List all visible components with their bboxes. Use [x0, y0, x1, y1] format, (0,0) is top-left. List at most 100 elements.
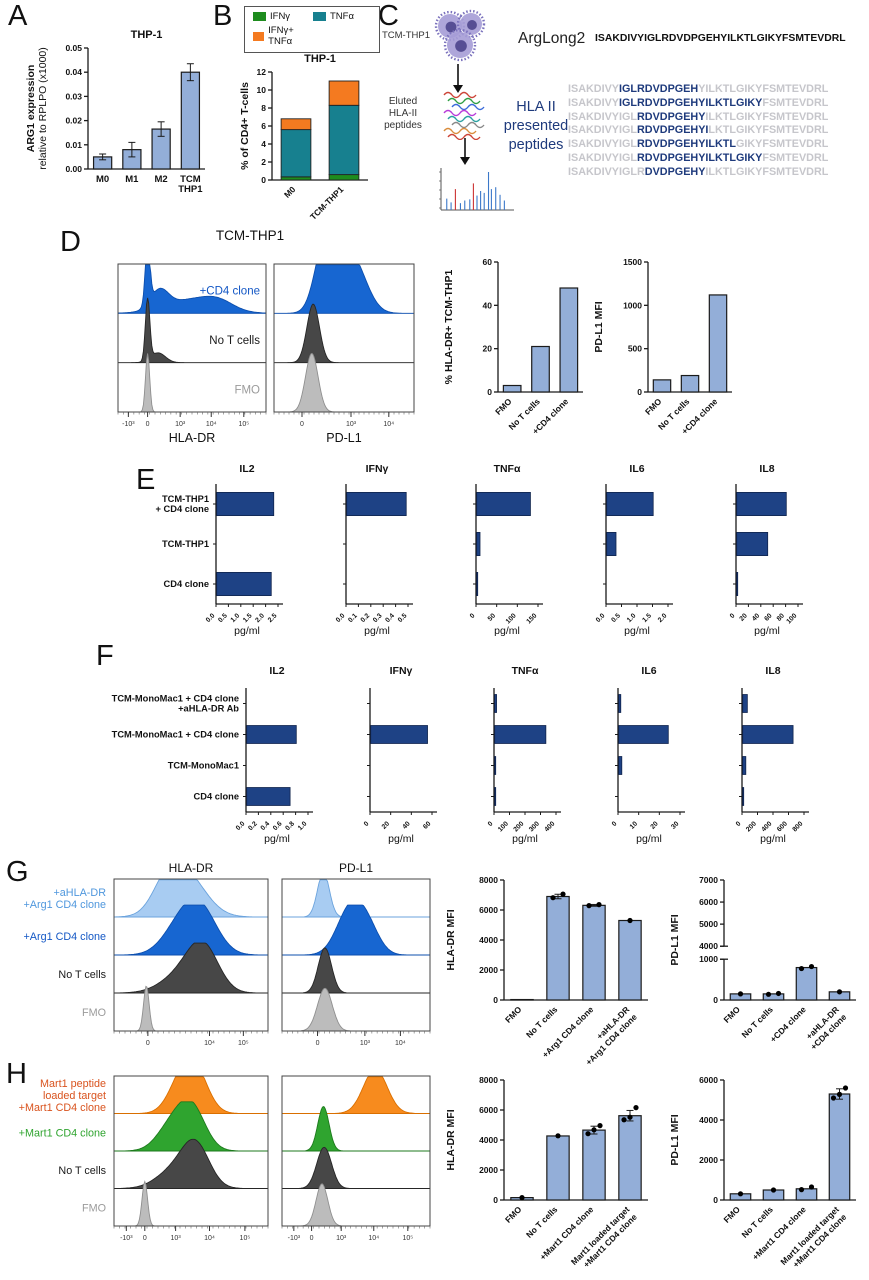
data-point — [586, 903, 592, 909]
data-point — [737, 991, 744, 997]
bar — [742, 756, 747, 775]
svg-text:0: 0 — [310, 1235, 314, 1242]
data-point — [591, 1127, 597, 1133]
svg-text:0: 0 — [300, 421, 304, 428]
bar — [494, 787, 497, 806]
bar — [531, 345, 550, 393]
panel-g-flow-plots: HLA-DR 0 10⁴ 10⁵ PD-L1 0 10³ 10⁴ +aHLA-DR +Arg1 C… — [0, 855, 436, 1066]
peptide-pre-segment: ISAKDIVYIGL — [568, 110, 637, 123]
peptide-mid-segment: IGLRDVDPGEH — [619, 83, 699, 95]
bar — [246, 787, 291, 806]
svg-text:150: 150 — [525, 612, 538, 625]
panel-h-letter: H — [6, 1058, 27, 1090]
svg-text:20: 20 — [739, 612, 749, 622]
svg-text:FMO: FMO — [493, 396, 514, 417]
svg-text:60: 60 — [422, 820, 432, 830]
svg-text:IL8: IL8 — [759, 463, 774, 475]
peptide-post-segment: ILKTLGIKYFSMTEVDRL — [705, 165, 829, 178]
svg-text:0.0: 0.0 — [205, 612, 217, 624]
svg-text:40: 40 — [483, 300, 493, 310]
peptide-post-segment: LKTLGIKYFSMTEVDRL — [708, 124, 829, 137]
svg-text:2000: 2000 — [699, 1155, 718, 1165]
data-point — [770, 1187, 777, 1193]
bars — [502, 287, 579, 393]
flow-svg: -10³ 0 10³ 10⁴ 10⁵ HLA-DR +CD4 clone No T cells… — [117, 263, 415, 445]
svg-text:300: 300 — [528, 820, 541, 833]
svg-text:12: 12 — [257, 67, 267, 77]
bar — [476, 572, 479, 597]
svg-text:PD-L1 MFI: PD-L1 MFI — [669, 1114, 681, 1165]
svg-text:0: 0 — [611, 820, 619, 828]
svg-text:0.00: 0.00 — [65, 164, 82, 174]
peptide-mid-segment: DVDPGEHY — [644, 165, 706, 178]
svg-text:80: 80 — [776, 612, 786, 622]
svg-text:No T cells: No T cells — [524, 1204, 560, 1240]
flow-curve — [282, 1105, 430, 1152]
svg-text:6000: 6000 — [699, 1075, 718, 1085]
flow-curve — [273, 303, 415, 364]
svg-text:0.5: 0.5 — [217, 612, 229, 624]
svg-text:4000: 4000 — [699, 941, 718, 951]
bar — [795, 1188, 818, 1201]
peptide-row: ISAKDIVYIGLRDVDPGEHYILKTLGIKYFSMTEVDRL — [568, 83, 828, 97]
svg-text:0.1: 0.1 — [347, 612, 359, 624]
svg-text:0: 0 — [261, 175, 266, 185]
panel-f-letter: F — [96, 640, 114, 672]
svg-text:0: 0 — [146, 421, 150, 428]
svg-text:10⁵: 10⁵ — [238, 421, 249, 428]
data-point — [765, 991, 772, 997]
bar — [680, 374, 700, 393]
bar — [502, 384, 522, 393]
data-point — [798, 1187, 805, 1193]
bar — [370, 725, 428, 744]
legend-swatch-icon — [253, 12, 266, 21]
panel-h-hladr-bar-chart: 0 2000 4000 6000 8000 FMO No T cells +Mart1 CD4… — [438, 1064, 660, 1280]
svg-text:6000: 6000 — [479, 905, 498, 915]
svg-text:0.0: 0.0 — [595, 612, 607, 624]
svg-text:IFNγ: IFNγ — [366, 463, 389, 475]
svg-text:TCM-THP1: TCM-THP1 — [162, 494, 209, 504]
svg-text:100: 100 — [785, 612, 798, 625]
svg-text:No T cells: No T cells — [58, 969, 106, 981]
bar — [762, 993, 785, 1001]
legend-swatch-icon — [313, 12, 326, 21]
peptide-mid-segment: RDVDPGEHYILKTL — [637, 138, 736, 151]
svg-text:0: 0 — [469, 612, 477, 620]
svg-text:pg/ml: pg/ml — [754, 625, 780, 637]
svg-text:1500: 1500 — [623, 257, 642, 267]
peptide-row: ISAKDIVYIGLRDVDPGEHYILKTLGIKYFSMTEVDRL — [568, 124, 828, 138]
panel-d-hladr-bar-chart: 0 20 40 60 FMO No T cells +CD4 clone% HLA-DR+ … — [436, 246, 591, 461]
bar — [494, 694, 497, 713]
svg-text:40: 40 — [751, 612, 761, 622]
peptide-row: ISAKDIVYIGLRDVDPGEHYILKTLGIKYFSMTEVDRL — [568, 166, 828, 180]
data-point — [808, 1184, 815, 1190]
svg-text:IFNγ: IFNγ — [390, 665, 413, 677]
bar-chart-svg: 0 2 4 6 8 10 12 M0 TCM-THP1 THP-1 % of CD4+ T-cell… — [239, 53, 368, 222]
svg-text:10⁴: 10⁴ — [206, 421, 217, 428]
svg-text:0.3: 0.3 — [372, 612, 384, 624]
svg-text:0: 0 — [487, 820, 495, 828]
svg-text:0: 0 — [363, 820, 371, 828]
svg-text:PD-L1 MFI: PD-L1 MFI — [593, 301, 605, 352]
bar-segment — [328, 80, 360, 106]
svg-text:M0: M0 — [282, 184, 298, 200]
bar — [736, 572, 739, 597]
cytokine-panel-svg: IL2 0.0 0.2 0.4 0.6 0.8 1.0 pg/ml IFNγ 0 20 40 60 pg/… — [112, 665, 809, 845]
svg-text:200: 200 — [512, 820, 525, 833]
bar — [494, 756, 497, 775]
svg-text:CD4 clone: CD4 clone — [194, 792, 239, 802]
peptide-row: ISAKDIVYIGLRDVDPGEHYILKTLGIKYFSMTEVDRL — [568, 97, 828, 111]
svg-text:FMO: FMO — [721, 1204, 742, 1225]
eluted-peptides-label: Eluted HLA-II peptides — [384, 96, 422, 131]
svg-text:IL2: IL2 — [239, 463, 254, 475]
svg-text:0.0: 0.0 — [235, 820, 247, 832]
svg-text:2.5: 2.5 — [267, 612, 279, 624]
svg-text:HLA-DR MFI: HLA-DR MFI — [445, 1109, 457, 1170]
flow-curve — [282, 987, 430, 1032]
svg-text:0.6: 0.6 — [272, 820, 284, 832]
panel-c-letter: C — [378, 0, 399, 32]
bar-segment — [280, 176, 312, 181]
